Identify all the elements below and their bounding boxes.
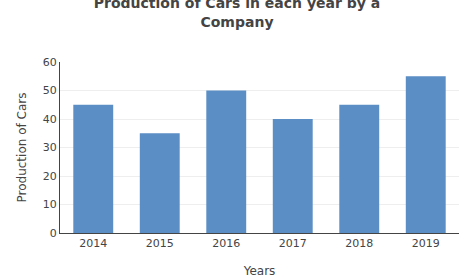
- svg-text:0: 0: [50, 227, 57, 240]
- svg-text:20: 20: [43, 170, 57, 183]
- svg-text:60: 60: [43, 56, 57, 69]
- svg-text:Years: Years: [243, 264, 276, 278]
- svg-text:2014: 2014: [79, 237, 107, 250]
- svg-text:40: 40: [43, 113, 57, 126]
- svg-text:2017: 2017: [279, 237, 307, 250]
- svg-text:Production of Cars: Production of Cars: [15, 93, 29, 203]
- svg-text:10: 10: [43, 198, 57, 211]
- svg-text:2018: 2018: [345, 237, 373, 250]
- svg-text:30: 30: [43, 141, 57, 154]
- svg-text:2015: 2015: [146, 237, 174, 250]
- svg-text:2019: 2019: [412, 237, 440, 250]
- svg-text:2016: 2016: [212, 237, 240, 250]
- svg-text:50: 50: [43, 84, 57, 97]
- svg-text:Production of Cars in each yea: Production of Cars in each year by aComp…: [94, 0, 380, 30]
